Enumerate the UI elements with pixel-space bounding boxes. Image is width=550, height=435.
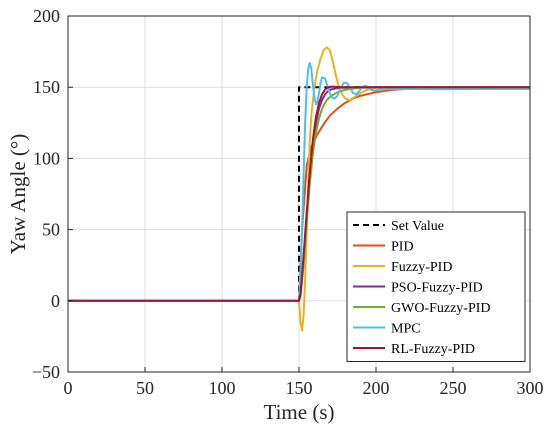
- series-line-mpc: [68, 61, 530, 302]
- x-tick-label: 200: [363, 378, 390, 398]
- y-tick-label: 150: [33, 77, 60, 97]
- x-tick-label: 0: [64, 378, 73, 398]
- legend-label: MPC: [391, 322, 421, 337]
- x-tick-label: 250: [440, 378, 467, 398]
- legend-label: PSO-Fuzzy-PID: [391, 281, 483, 296]
- x-axis-label: Time (s): [264, 400, 335, 424]
- legend-label: GWO-Fuzzy-PID: [391, 301, 491, 316]
- legend-label: Fuzzy-PID: [391, 260, 452, 275]
- x-tick-label: 50: [136, 378, 154, 398]
- y-tick-label: −50: [32, 362, 60, 382]
- legend-label: PID: [391, 240, 414, 255]
- x-tick-label: 100: [209, 378, 236, 398]
- x-tick-label: 300: [517, 378, 544, 398]
- y-axis-label: Yaw Angle (°): [6, 134, 30, 255]
- legend-label: Set Value: [391, 219, 444, 234]
- y-tick-label: 0: [51, 291, 60, 311]
- series-group: [68, 46, 530, 332]
- y-tick-label: 50: [42, 220, 60, 240]
- y-tick-label: 200: [33, 6, 60, 26]
- x-tick-label: 150: [286, 378, 313, 398]
- legend: Set Value PID Fuzzy-PID PSO-Fuzzy-PID GWO-Fu…: [346, 211, 526, 362]
- legend-label: RL-Fuzzy-PID: [391, 342, 475, 357]
- series-line-rl-fuzzy-pid: [68, 85, 530, 302]
- y-tick-label: 100: [33, 148, 60, 168]
